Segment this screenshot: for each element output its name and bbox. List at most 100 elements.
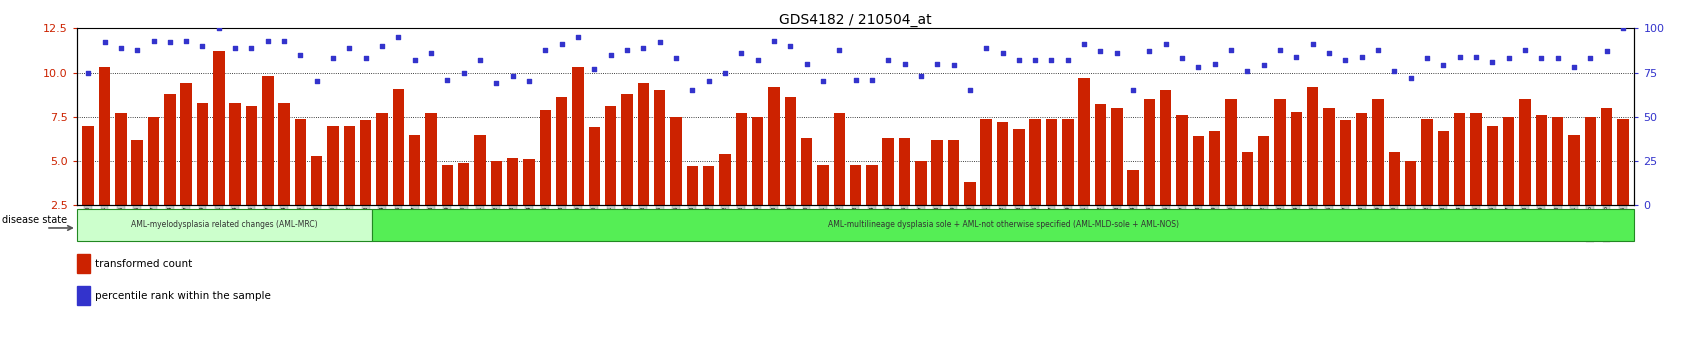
Point [500, 73, 527, 79]
Point [580, 66, 607, 72]
Bar [752, 117, 762, 205]
Bar [474, 135, 486, 205]
Text: disease state: disease state [2, 215, 66, 225]
Bar [131, 140, 143, 205]
Bar [685, 166, 697, 205]
Point [629, 45, 656, 51]
Bar [82, 126, 94, 205]
Bar [1405, 161, 1415, 205]
Bar [735, 113, 747, 205]
Point [450, 70, 477, 75]
Bar [377, 113, 387, 205]
Bar [1045, 119, 1057, 205]
Point [1086, 48, 1113, 54]
Point [972, 45, 999, 51]
Bar [1110, 108, 1122, 205]
Bar [1078, 78, 1089, 205]
Bar [327, 126, 339, 205]
Bar [1453, 113, 1465, 205]
Point [75, 70, 102, 75]
Point [1543, 56, 1570, 61]
Bar [409, 135, 419, 205]
Bar [1062, 119, 1072, 205]
Bar [996, 122, 1008, 205]
Point [515, 79, 542, 84]
Point [1446, 54, 1473, 59]
Title: GDS4182 / 210504_at: GDS4182 / 210504_at [779, 13, 931, 27]
Point [254, 38, 281, 44]
Bar [491, 161, 501, 205]
Bar [295, 119, 305, 205]
Point [1282, 54, 1309, 59]
Point [614, 47, 641, 52]
Point [841, 77, 868, 82]
Bar [899, 138, 910, 205]
Bar [213, 51, 225, 205]
Bar [1371, 99, 1383, 205]
Point [793, 61, 820, 67]
Bar [1209, 131, 1219, 205]
Bar [1470, 113, 1482, 205]
Bar [278, 103, 290, 205]
Bar [849, 165, 861, 205]
Point [1037, 57, 1064, 63]
Bar [881, 138, 893, 205]
Point [1250, 63, 1277, 68]
Point [597, 52, 624, 58]
Point [547, 41, 575, 47]
Bar [702, 166, 714, 205]
Point [907, 73, 934, 79]
Point [237, 45, 264, 51]
Bar [77, 254, 89, 273]
Point [303, 79, 331, 84]
Point [1332, 57, 1359, 63]
Bar [1485, 126, 1497, 205]
Bar [1241, 152, 1253, 205]
Point [1183, 64, 1211, 70]
Bar [164, 94, 176, 205]
Text: AML-multilineage dysplasia sole + AML-not otherwise specified (AML-MLD-sole + AM: AML-multilineage dysplasia sole + AML-no… [827, 220, 1178, 229]
Point [157, 40, 184, 45]
Point [760, 38, 788, 44]
Point [1396, 75, 1424, 81]
Point [107, 45, 135, 51]
Point [1429, 63, 1456, 68]
Point [1560, 64, 1587, 70]
Point [1233, 68, 1260, 74]
Bar [392, 88, 404, 205]
Point [1412, 56, 1439, 61]
Bar [1306, 87, 1318, 205]
Bar [114, 113, 126, 205]
Bar [1028, 119, 1040, 205]
Bar [653, 90, 665, 205]
Point [1511, 47, 1538, 52]
Point [90, 40, 118, 45]
Bar [1519, 99, 1529, 205]
Bar [1567, 135, 1579, 205]
Bar [980, 119, 991, 205]
Point [140, 38, 167, 44]
Bar [1534, 115, 1546, 205]
Point [955, 87, 982, 93]
Point [1575, 56, 1603, 61]
Bar [263, 76, 273, 205]
Point [1364, 47, 1391, 52]
Point [646, 40, 673, 45]
Point [172, 38, 199, 44]
Bar [931, 140, 943, 205]
Point [711, 70, 738, 75]
Point [532, 47, 559, 52]
Bar [539, 110, 551, 205]
Point [1217, 47, 1245, 52]
Bar [1323, 108, 1333, 205]
Bar [506, 158, 518, 205]
Bar [523, 159, 534, 205]
Point [271, 38, 298, 44]
Point [205, 25, 232, 31]
Bar [1584, 117, 1596, 205]
Point [483, 80, 510, 86]
Point [989, 50, 1016, 56]
Bar [425, 113, 436, 205]
Point [1315, 50, 1342, 56]
Point [564, 34, 592, 40]
